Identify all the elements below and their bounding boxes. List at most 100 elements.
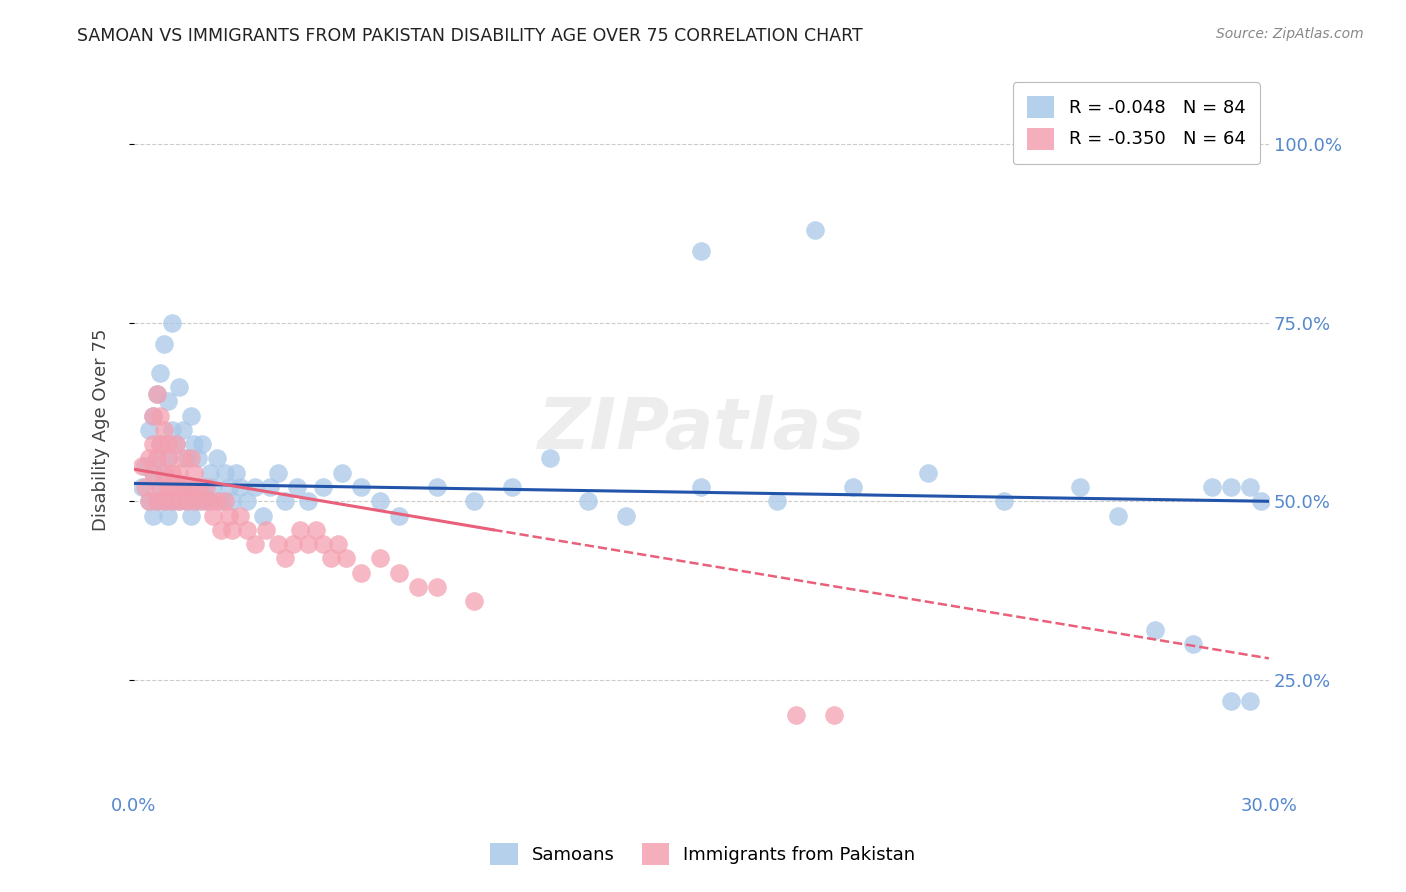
Point <box>149 409 172 423</box>
Point <box>1250 494 1272 508</box>
Point <box>156 437 179 451</box>
Point <box>202 508 225 523</box>
Point <box>267 466 290 480</box>
Legend: Samoans, Immigrants from Pakistan: Samoans, Immigrants from Pakistan <box>484 836 922 872</box>
Point <box>145 451 167 466</box>
Point <box>149 437 172 451</box>
Point <box>172 480 194 494</box>
Point <box>160 494 183 508</box>
Point <box>368 494 391 508</box>
Text: Source: ZipAtlas.com: Source: ZipAtlas.com <box>1216 27 1364 41</box>
Point <box>297 494 319 508</box>
Point <box>243 537 266 551</box>
Point <box>169 466 191 480</box>
Point <box>538 451 561 466</box>
Point <box>160 316 183 330</box>
Point <box>221 523 243 537</box>
Point <box>426 580 449 594</box>
Point <box>142 437 165 451</box>
Point <box>463 594 485 608</box>
Point <box>156 451 179 466</box>
Point <box>134 458 156 473</box>
Point <box>169 494 191 508</box>
Legend: R = -0.048   N = 84, R = -0.350   N = 64: R = -0.048 N = 84, R = -0.350 N = 64 <box>1012 82 1260 164</box>
Point <box>187 451 209 466</box>
Point <box>388 566 411 580</box>
Point <box>149 480 172 494</box>
Point <box>160 466 183 480</box>
Point <box>165 437 187 451</box>
Point <box>281 537 304 551</box>
Point <box>145 494 167 508</box>
Point <box>149 480 172 494</box>
Point <box>176 451 198 466</box>
Point <box>917 466 939 480</box>
Point <box>131 480 153 494</box>
Point <box>138 451 160 466</box>
Point <box>183 494 205 508</box>
Point <box>690 244 713 259</box>
Point <box>993 494 1015 508</box>
Point <box>194 494 217 508</box>
Point <box>335 551 357 566</box>
Point <box>218 508 240 523</box>
Point <box>153 494 176 508</box>
Point <box>142 409 165 423</box>
Point <box>134 480 156 494</box>
Point <box>1069 480 1091 494</box>
Point <box>214 466 236 480</box>
Point <box>153 466 176 480</box>
Point <box>145 494 167 508</box>
Point <box>1220 480 1243 494</box>
Point <box>221 494 243 508</box>
Point <box>187 494 209 508</box>
Point <box>138 423 160 437</box>
Point <box>191 494 214 508</box>
Point <box>202 480 225 494</box>
Point <box>160 494 183 508</box>
Point <box>187 480 209 494</box>
Point <box>576 494 599 508</box>
Point <box>259 480 281 494</box>
Point <box>406 580 429 594</box>
Point <box>176 494 198 508</box>
Point <box>142 409 165 423</box>
Point <box>153 494 176 508</box>
Point <box>229 508 252 523</box>
Point <box>156 480 179 494</box>
Point <box>330 466 353 480</box>
Point <box>180 480 202 494</box>
Point <box>312 480 335 494</box>
Point <box>145 387 167 401</box>
Point <box>1182 637 1205 651</box>
Point <box>823 708 845 723</box>
Point <box>153 466 176 480</box>
Point <box>236 494 259 508</box>
Point <box>131 458 153 473</box>
Point <box>1107 508 1129 523</box>
Point <box>142 466 165 480</box>
Point <box>160 423 183 437</box>
Point <box>1144 623 1167 637</box>
Point <box>842 480 865 494</box>
Point <box>191 437 214 451</box>
Point <box>194 480 217 494</box>
Point <box>149 437 172 451</box>
Point <box>156 394 179 409</box>
Point <box>142 466 165 480</box>
Point <box>243 480 266 494</box>
Point <box>252 508 274 523</box>
Point <box>274 494 297 508</box>
Point <box>463 494 485 508</box>
Y-axis label: Disability Age Over 75: Disability Age Over 75 <box>93 328 110 531</box>
Point <box>690 480 713 494</box>
Point <box>149 366 172 380</box>
Point <box>165 480 187 494</box>
Point <box>1239 480 1261 494</box>
Text: SAMOAN VS IMMIGRANTS FROM PAKISTAN DISABILITY AGE OVER 75 CORRELATION CHART: SAMOAN VS IMMIGRANTS FROM PAKISTAN DISAB… <box>77 27 863 45</box>
Point <box>198 494 221 508</box>
Point <box>153 337 176 351</box>
Point <box>218 480 240 494</box>
Point <box>138 494 160 508</box>
Point <box>328 537 350 551</box>
